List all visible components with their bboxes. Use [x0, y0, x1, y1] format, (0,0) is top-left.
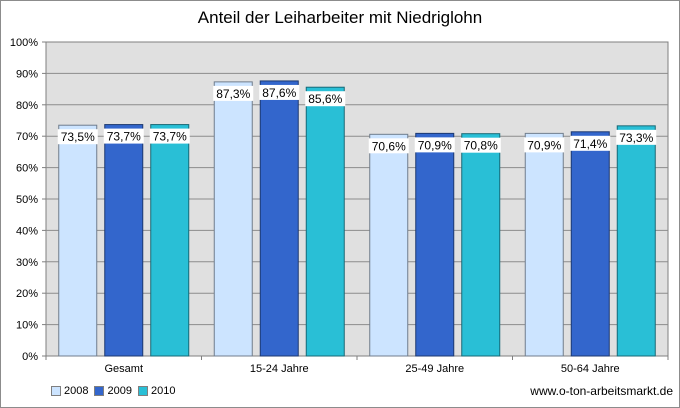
x-tick-label: 15-24 Jahre — [250, 363, 309, 375]
data-label-box — [524, 137, 565, 153]
data-label: 70,6% — [372, 139, 406, 153]
y-tick-label: 40% — [16, 225, 38, 237]
data-label: 85,6% — [308, 92, 342, 106]
bar-2008 — [369, 133, 409, 357]
bar-2010 — [150, 124, 190, 357]
bar-2008 — [524, 132, 564, 357]
y-tick-label: 20% — [16, 288, 38, 300]
legend-label-2008: 2008 — [64, 385, 89, 397]
data-label-box — [305, 91, 346, 107]
data-label-box — [57, 129, 98, 145]
data-label: 87,3% — [216, 87, 250, 101]
y-tick-label: 0% — [22, 351, 38, 363]
bar-2009 — [259, 80, 299, 357]
legend-item-2008: 2008 — [51, 385, 88, 397]
y-tick-label: 100% — [10, 37, 38, 49]
data-label: 71,4% — [573, 137, 607, 151]
legend-item-2009: 2009 — [94, 385, 132, 397]
bar-2008 — [213, 81, 253, 357]
y-tick-label: 60% — [16, 163, 38, 175]
data-label: 73,3% — [619, 131, 653, 145]
bar-2009 — [415, 132, 455, 357]
y-tick-label: 10% — [16, 320, 38, 332]
bar-2010 — [616, 125, 656, 357]
data-label-box — [213, 85, 254, 101]
y-tick-label: 50% — [16, 194, 38, 206]
data-label-box — [616, 129, 657, 145]
bar-2009 — [104, 124, 144, 357]
legend: 2008 2009 2010 — [51, 385, 175, 397]
data-label-box — [259, 84, 300, 100]
bar-2008 — [58, 124, 98, 357]
data-label-box — [414, 137, 455, 153]
data-label-box — [570, 135, 611, 151]
y-tick-label: 70% — [16, 131, 38, 143]
bar-2010 — [461, 133, 501, 357]
x-tick-label: Gesamt — [104, 363, 143, 375]
legend-item-2010: 2010 — [137, 385, 176, 397]
data-label: 73,5% — [61, 130, 95, 144]
data-label-box — [368, 138, 409, 154]
data-label: 70,9% — [527, 138, 561, 152]
legend-swatch-2009 — [94, 386, 105, 396]
legend-label-2009: 2009 — [107, 385, 132, 397]
x-tick-label: 25-49 Jahre — [405, 363, 464, 375]
x-tick-label: 50-64 Jahre — [561, 363, 620, 375]
data-label: 87,6% — [262, 86, 296, 100]
data-label: 73,7% — [107, 130, 141, 144]
y-tick-label: 30% — [16, 257, 38, 269]
legend-label-2010: 2010 — [150, 385, 176, 397]
bar-2010 — [305, 86, 345, 357]
source-credit: www.o-ton-arbeitsmarkt.de — [530, 384, 673, 398]
legend-swatch-2008 — [51, 386, 61, 396]
data-label: 73,7% — [153, 130, 187, 144]
data-label: 70,9% — [418, 138, 452, 152]
y-tick-label: 90% — [16, 68, 38, 80]
chart-title: Anteil der Leiharbeiter mit Niedriglohn — [197, 8, 483, 27]
bar-2009 — [570, 131, 610, 357]
data-label: 70,8% — [464, 139, 498, 153]
y-tick-label: 80% — [16, 100, 38, 112]
legend-swatch-2010 — [137, 386, 148, 396]
data-label-box — [149, 128, 190, 144]
data-label-box — [103, 128, 144, 144]
data-label-box — [460, 137, 501, 153]
